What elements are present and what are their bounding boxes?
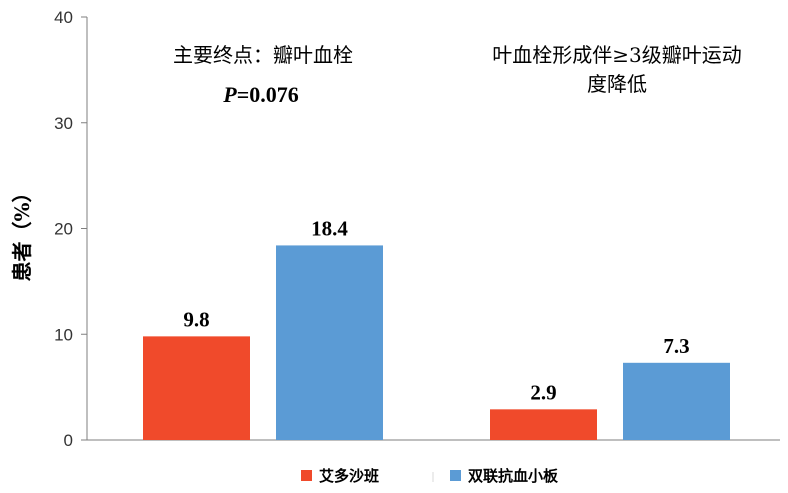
group-title: 度降低 [587,72,647,96]
y-tick-label: 0 [64,431,73,450]
p-value-text: =0.076 [237,82,299,107]
y-axis-label: 患者（%） [10,182,34,281]
y-tick-label: 40 [54,8,73,27]
legend: 艾多沙班 双联抗血小板 [301,467,559,485]
group-title: 叶血栓形成伴≥3级瓣叶运动 [492,43,741,67]
y-tick-label: 10 [54,325,73,344]
bar-value-label: 2.9 [530,380,556,404]
bar-value-label: 18.4 [311,216,348,240]
legend-swatch [450,470,461,481]
bars: 9.8 2.9 18.4 7.3 [143,216,730,440]
p-value-annotation: P=0.076 [222,82,299,107]
y-tick-label: 30 [54,114,73,133]
bar [143,336,250,440]
y-tick-label: 20 [54,220,73,239]
legend-label: 艾多沙班 [319,467,379,485]
legend-label: 双联抗血小板 [468,467,559,485]
bar [276,245,383,440]
legend-swatch [301,470,312,481]
bar-value-label: 7.3 [663,334,689,358]
p-value-symbol: P [222,82,237,107]
bar [490,409,597,440]
bar-value-label: 9.8 [183,307,209,331]
bar [623,362,730,440]
group-title: 主要终点：瓣叶血栓 [173,43,353,67]
